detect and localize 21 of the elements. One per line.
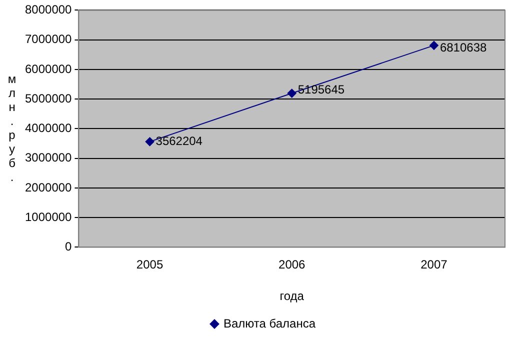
x-tick-label: 2005 <box>136 258 164 272</box>
data-label: 3562204 <box>156 134 203 148</box>
y-tick-label: 0 <box>65 240 72 254</box>
x-tick-label: 2006 <box>278 258 306 272</box>
y-axis-title: млн. руб. <box>8 72 16 184</box>
x-tick-label: 2007 <box>420 258 448 272</box>
y-tick-label: 7000000 <box>25 32 72 46</box>
y-tick-label: 8000000 <box>25 2 72 17</box>
data-label: 5195645 <box>298 82 345 97</box>
point <box>145 137 154 146</box>
x-axis-title: года <box>280 289 304 304</box>
legend-label: Валюта баланса <box>223 316 316 330</box>
point <box>287 88 296 98</box>
y-tick-label: 2000000 <box>25 180 72 194</box>
point <box>429 40 438 50</box>
data-label: 6810638 <box>440 40 487 55</box>
y-tick-label: 3000000 <box>25 150 72 165</box>
y-tick-label: 1000000 <box>25 210 72 224</box>
y-tick-label: 5000000 <box>25 91 72 106</box>
y-tick-label: 4000000 <box>25 121 72 136</box>
y-tick-label: 6000000 <box>25 62 72 76</box>
